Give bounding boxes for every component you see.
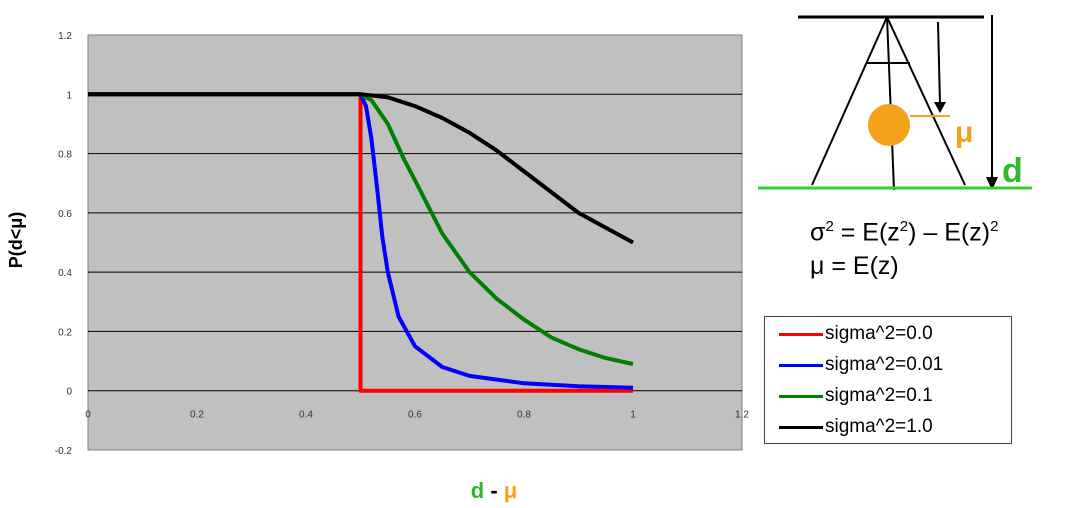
legend-swatch: [779, 425, 823, 429]
legend-label: sigma^2=0.1: [825, 385, 933, 406]
mu-label: μ: [955, 116, 973, 149]
series-line: [88, 92, 634, 245]
y-tick-label: 1: [66, 90, 72, 101]
series-line: [88, 92, 634, 366]
legend-label: sigma^2=1.0: [825, 416, 933, 437]
center-leg: [886, 16, 895, 191]
variance-formula: σ2 = E(z2) – E(z)2: [810, 218, 999, 247]
y-tick-label: -0.2: [55, 446, 73, 457]
x-tick-label: 0.6: [408, 410, 422, 421]
x-axis-label-minus: -: [484, 478, 504, 503]
series-line: [88, 92, 634, 390]
legend-item: sigma^2=0.1: [779, 383, 933, 409]
y-tick-label: 1.2: [58, 31, 72, 42]
x-axis-label-mu: μ: [504, 478, 517, 503]
y-tick-labels: -0.2 0 0.2 0.4 0.6 0.8 1 1.2: [55, 31, 73, 457]
x-tick-labels: 0 0.2 0.4 0.6 0.8 1 1.2: [85, 410, 749, 421]
y-tick-label: 0.2: [58, 327, 72, 338]
y-tick-label: 0: [66, 387, 72, 398]
depth-arrow-head: [934, 102, 946, 113]
mean-formula: μ = E(z): [810, 252, 899, 280]
x-axis-label-d: d: [471, 478, 484, 503]
y-tick-label: 0.4: [58, 268, 72, 279]
distance-arrow-head: [986, 177, 998, 190]
x-axis-label: d - μ: [471, 478, 517, 503]
x-tick-label: 0.4: [299, 410, 313, 421]
depth-arrow-shaft: [937, 21, 941, 105]
legend-item: sigma^2=0.01: [779, 352, 943, 378]
legend-item: sigma^2=1.0: [779, 414, 933, 440]
x-tick-label: 0.2: [190, 410, 204, 421]
right-leg: [886, 16, 966, 186]
legend-swatch: [779, 332, 823, 336]
legend-item: sigma^2=0.0: [779, 321, 933, 347]
ball: [868, 104, 910, 146]
series-lines: [88, 92, 634, 393]
legend-swatch: [779, 363, 823, 367]
legend-label: sigma^2=0.01: [825, 354, 944, 375]
legend: sigma^2=0.0 sigma^2=0.01 sigma^2=0.1 sig…: [764, 316, 1012, 444]
camera-diagram: μ d: [758, 15, 1032, 191]
x-tick-label: 1: [630, 410, 636, 421]
y-tick-label: 0.8: [58, 150, 72, 161]
left-leg: [811, 16, 888, 186]
x-tick-label: 1.2: [735, 410, 749, 421]
plot-area: [87, 34, 743, 451]
legend-swatch: [779, 394, 823, 398]
d-label: d: [1002, 152, 1023, 190]
x-tick-label: 0: [85, 410, 91, 421]
legend-label: sigma^2=0.0: [825, 323, 933, 344]
y-axis-label: P(d<μ): [6, 212, 26, 269]
x-tick-label: 0.8: [517, 410, 531, 421]
y-tick-label: 0.6: [58, 209, 72, 220]
chart: -0.200.20.40.60.811.2 0 0.2 0.4 0.6 0.8 1 1.2 …: [6, 31, 749, 503]
